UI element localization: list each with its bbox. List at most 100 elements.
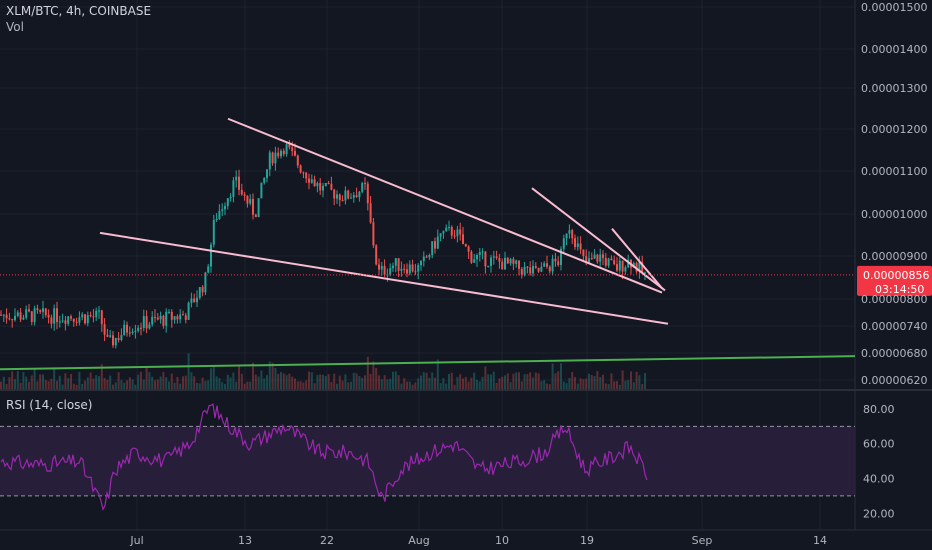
volume-bar	[386, 379, 389, 389]
candle-body	[596, 254, 599, 262]
candle-body	[341, 200, 344, 202]
candle-body	[112, 335, 114, 346]
volume-bar	[30, 375, 33, 389]
candle-body	[184, 315, 187, 320]
candle-body	[22, 317, 25, 320]
trendlines[interactable]	[0, 117, 856, 371]
volume-bar	[173, 382, 176, 389]
support-line[interactable]	[0, 355, 856, 371]
candle-body	[610, 258, 613, 261]
candle-body	[548, 266, 551, 272]
volume-bar	[50, 378, 53, 389]
volume-bar	[338, 375, 341, 389]
volume-bar	[95, 375, 98, 389]
volume-bar	[176, 377, 179, 389]
candle-body	[565, 233, 568, 239]
volume-label[interactable]: Vol	[6, 20, 24, 34]
volume-bar	[576, 383, 579, 389]
candle-body	[198, 287, 201, 298]
volume-bar	[224, 384, 226, 389]
candle-body	[445, 227, 448, 232]
lower-trendline[interactable]	[99, 231, 669, 325]
candle-body	[366, 183, 369, 204]
volume-bar	[235, 381, 238, 389]
volume-bar	[39, 374, 42, 389]
price-axis-label: 0.00000680	[861, 347, 927, 360]
volume-bar	[170, 373, 173, 389]
volume-bar	[627, 380, 630, 389]
volume-bar	[504, 375, 506, 389]
candle-body	[585, 256, 588, 264]
candle-body	[103, 324, 106, 335]
candle-body	[350, 197, 352, 199]
volume-bar	[294, 378, 296, 389]
volume-bar	[529, 372, 532, 389]
volume-bar	[70, 373, 72, 389]
candle-body	[201, 287, 204, 293]
volume-bar	[53, 367, 56, 389]
candle-body	[11, 319, 14, 321]
volume-bar	[372, 361, 375, 389]
candle-body	[442, 231, 445, 234]
candle-body	[568, 230, 571, 234]
candle-body	[212, 220, 215, 245]
short-trendline-1[interactable]	[531, 187, 666, 292]
volume-bar	[350, 381, 352, 389]
volume-bar	[193, 376, 196, 389]
candle-body	[481, 251, 484, 253]
volume-bar	[274, 367, 277, 389]
candle-body	[168, 311, 170, 313]
volume-bar	[142, 379, 145, 389]
volume-bar	[616, 381, 618, 389]
candle-body	[92, 316, 95, 318]
upper-trendline[interactable]	[227, 117, 663, 294]
volume-bar	[123, 382, 126, 389]
volume-bar	[103, 377, 106, 389]
candle-body	[131, 331, 134, 334]
candle-body	[319, 183, 322, 191]
candle-body	[462, 234, 464, 245]
volume-bar	[187, 353, 190, 389]
volume-bar	[459, 374, 462, 389]
short-trendline-2[interactable]	[611, 228, 663, 289]
volume-bar	[470, 377, 473, 389]
candle-body	[238, 176, 240, 190]
volume-bar	[218, 378, 221, 389]
candles[interactable]	[0, 139, 646, 349]
candle-body	[207, 266, 210, 273]
rsi-title[interactable]: RSI (14, close)	[6, 398, 93, 412]
volume-bar	[481, 376, 484, 389]
candle-body	[498, 258, 501, 262]
candle-body	[288, 144, 291, 148]
volume-bar	[392, 371, 394, 389]
volume-bar	[137, 374, 140, 389]
volume-bar	[498, 378, 501, 389]
candle-body	[44, 308, 47, 315]
candle-body	[39, 310, 42, 312]
candle-body	[2, 314, 5, 316]
volume-bar	[464, 376, 467, 389]
candle-body	[215, 218, 218, 221]
symbol-title[interactable]: XLM/BTC, 4h, COINBASE	[6, 4, 152, 18]
volume-bar	[417, 378, 420, 389]
rsi-pane[interactable]	[0, 403, 855, 512]
time-axis-label: 19	[580, 534, 594, 547]
volume-bar	[151, 376, 154, 389]
volume-bar	[394, 371, 397, 389]
volume-bar	[526, 374, 529, 389]
candle-body	[322, 185, 324, 191]
candle-body	[439, 233, 442, 237]
candle-body	[509, 259, 512, 264]
volume-bar	[210, 368, 212, 389]
volume-bar	[571, 371, 574, 389]
volume-bar	[84, 380, 86, 389]
volume-bar	[126, 380, 128, 389]
volume-bar	[131, 379, 134, 389]
volume-bar	[501, 376, 504, 389]
rsi-axis-label: 60.00	[863, 438, 895, 451]
candle-body	[389, 268, 392, 275]
volume-bar	[2, 376, 5, 389]
volume-bar	[64, 373, 67, 389]
candle-body	[196, 297, 198, 303]
